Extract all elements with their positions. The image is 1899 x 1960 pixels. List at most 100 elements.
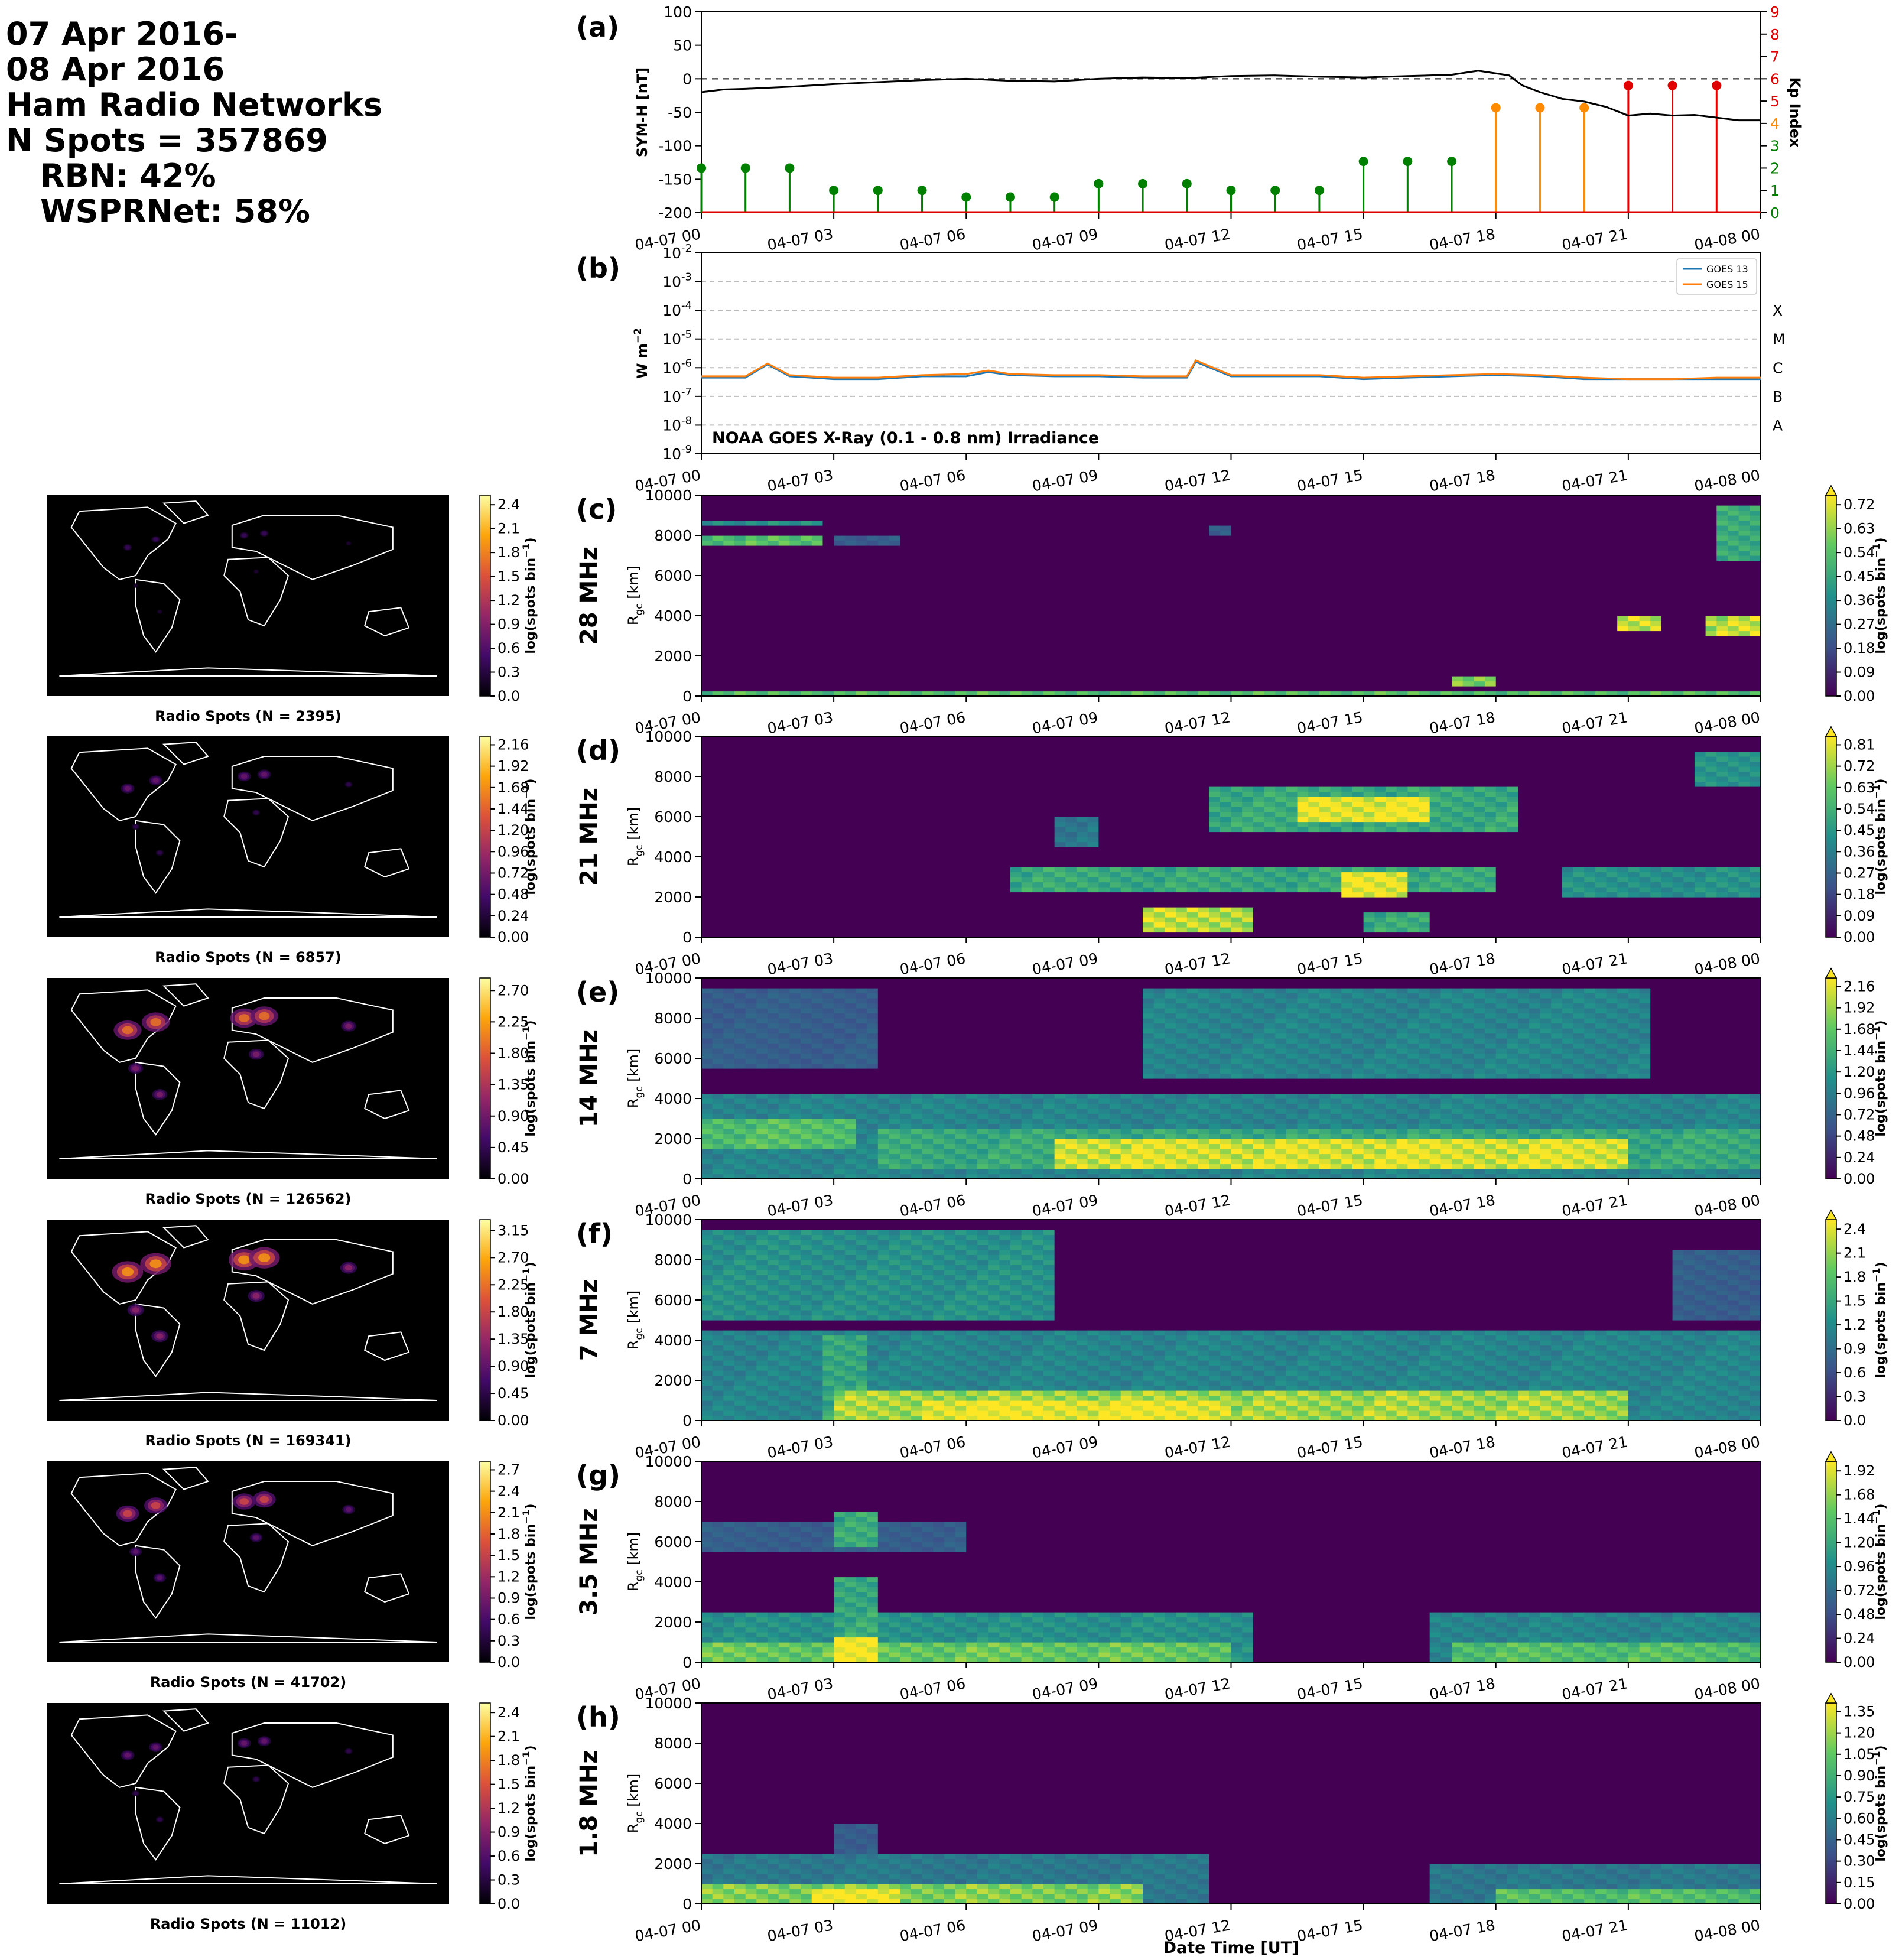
cbar-tick-label: 0.9 — [497, 616, 520, 633]
heatmap-cell — [1739, 545, 1750, 551]
heatmap-cell — [1661, 591, 1673, 596]
heatmap-cell — [999, 565, 1010, 571]
heatmap-cell — [1452, 551, 1463, 556]
heatmap-cell — [1463, 571, 1474, 576]
heatmap-cell — [1551, 636, 1562, 641]
heatmap-cell — [812, 927, 823, 932]
heatmap-cell — [889, 641, 900, 646]
heatmap-cell — [1121, 581, 1132, 586]
heatmap-cell — [1110, 666, 1121, 671]
heatmap-cell — [1683, 621, 1695, 626]
heatmap-cell — [1032, 571, 1043, 576]
heatmap-cell — [834, 521, 845, 526]
heatmap-cell — [1275, 511, 1286, 516]
heatmap-cell — [1607, 586, 1618, 591]
heatmap-cell — [1474, 636, 1485, 641]
heatmap-cell — [889, 922, 900, 928]
heatmap-cell — [955, 656, 967, 661]
heatmap-cell — [1110, 500, 1121, 506]
heatmap-cell — [1440, 521, 1452, 526]
heatmap-cell — [1286, 591, 1298, 596]
heatmap-cell — [1176, 671, 1187, 677]
heatmap-cell — [1187, 681, 1198, 687]
heatmap-cell — [1507, 581, 1518, 586]
heatmap-cell — [801, 912, 812, 918]
heatmap-cell — [1397, 606, 1408, 611]
heatmap-cell — [834, 842, 845, 847]
heatmap-cell — [768, 586, 779, 591]
heatmap-cell — [1176, 631, 1187, 636]
heatmap-cell — [713, 616, 724, 621]
heatmap-cell — [1131, 631, 1143, 636]
heatmap-cell — [1286, 611, 1298, 616]
heatmap-cell — [723, 541, 734, 546]
heatmap-cell — [966, 545, 977, 551]
heatmap-cell — [812, 807, 823, 812]
heatmap-cell — [1573, 681, 1584, 687]
heatmap-cell — [768, 676, 779, 681]
heatmap-cell — [789, 902, 801, 908]
heatmap-cell — [723, 902, 734, 908]
heatmap-cell — [1022, 651, 1033, 656]
x-tick-label: 04-07 09 — [1031, 708, 1100, 737]
heatmap-cell — [1098, 531, 1110, 536]
heatmap-cell — [1584, 531, 1595, 536]
heatmap-cell — [1131, 661, 1143, 667]
heatmap-cell — [1176, 571, 1187, 576]
heatmap-cell — [1518, 616, 1529, 621]
heatmap-cell — [977, 571, 988, 576]
heatmap-cell — [834, 565, 845, 571]
heatmap-cell — [1716, 535, 1728, 541]
heatmap-cell — [822, 561, 834, 566]
heatmap-cell — [1628, 581, 1640, 586]
heatmap-cell — [1209, 606, 1220, 611]
heatmap-cell — [801, 802, 812, 807]
heatmap-cell — [723, 852, 734, 857]
heatmap-cell — [1617, 616, 1628, 621]
heatmap-cell — [1706, 626, 1717, 631]
heatmap-cell — [1154, 541, 1165, 546]
heatmap-cell — [822, 762, 834, 767]
heatmap-cell — [1386, 631, 1397, 636]
heatmap-cell — [768, 762, 779, 767]
heatmap-cell — [999, 561, 1010, 566]
heatmap-cell — [789, 521, 801, 526]
heatmap-cell — [1397, 611, 1408, 616]
heatmap-cell — [966, 631, 977, 636]
heatmap-cell — [1098, 521, 1110, 526]
heatmap-cell — [1485, 686, 1496, 691]
kp-marker — [1491, 103, 1501, 112]
heatmap-cell — [1022, 555, 1033, 561]
heatmap-cell — [1098, 515, 1110, 521]
heatmap-cell — [713, 822, 724, 827]
heatmap-cell — [734, 872, 746, 877]
heatmap-cell — [1331, 515, 1342, 521]
heatmap-cell — [1154, 631, 1165, 636]
heatmap-cell — [1352, 561, 1364, 566]
heatmap-cell — [1750, 636, 1761, 641]
kp-marker — [1270, 186, 1280, 195]
heatmap-cell — [756, 746, 768, 752]
colorbar-extend-arrow — [1826, 486, 1836, 495]
heatmap-cell — [1098, 545, 1110, 551]
heatmap-cell — [1695, 561, 1706, 566]
heatmap-cell — [1319, 596, 1331, 601]
y-tick-label: 50 — [673, 37, 692, 54]
heatmap-cell — [1010, 601, 1022, 606]
heatmap-cell — [1640, 535, 1651, 541]
heatmap-cell — [1341, 500, 1352, 506]
heatmap-cell — [1386, 541, 1397, 546]
heatmap-cell — [713, 756, 724, 762]
kp-marker — [918, 186, 927, 195]
heatmap-cell — [1716, 646, 1728, 651]
heatmap-cell — [789, 676, 801, 681]
heatmap-cell — [1728, 541, 1739, 546]
heatmap-cell — [856, 842, 867, 847]
heatmap-cell — [878, 641, 889, 646]
heatmap-cell — [779, 681, 790, 687]
heatmap-cell — [1607, 666, 1618, 671]
heatmap-cell — [1331, 495, 1342, 500]
heatmap-cell — [955, 621, 967, 626]
heatmap-cell — [701, 762, 713, 767]
heatmap-cell — [1452, 596, 1463, 601]
